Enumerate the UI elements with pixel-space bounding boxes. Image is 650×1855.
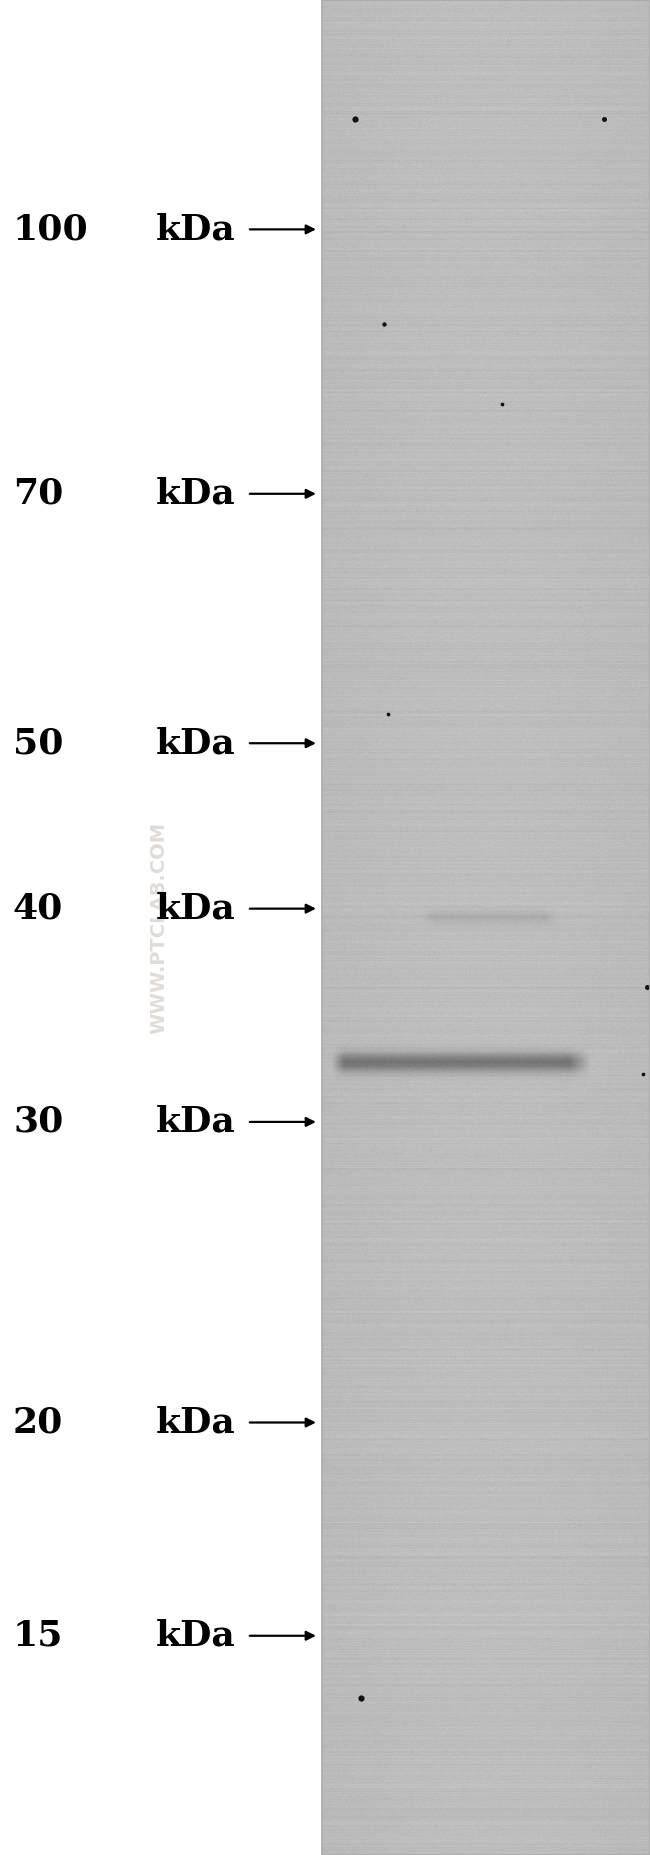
Text: kDa: kDa <box>156 1106 236 1139</box>
Text: kDa: kDa <box>156 1406 236 1439</box>
Text: kDa: kDa <box>156 892 236 926</box>
Text: 20: 20 <box>13 1406 64 1439</box>
Text: kDa: kDa <box>156 477 236 510</box>
Text: 100: 100 <box>13 211 89 247</box>
Text: 40: 40 <box>13 892 64 926</box>
Text: kDa: kDa <box>156 211 236 247</box>
Text: 30: 30 <box>13 1106 64 1139</box>
Text: 50: 50 <box>13 725 64 761</box>
Text: kDa: kDa <box>156 725 236 761</box>
Bar <box>322 0 650 1855</box>
Text: 70: 70 <box>13 477 64 510</box>
Text: 15: 15 <box>13 1619 64 1653</box>
Text: WWW.PTCLAB.COM: WWW.PTCLAB.COM <box>150 822 169 1033</box>
Text: kDa: kDa <box>156 1619 236 1653</box>
